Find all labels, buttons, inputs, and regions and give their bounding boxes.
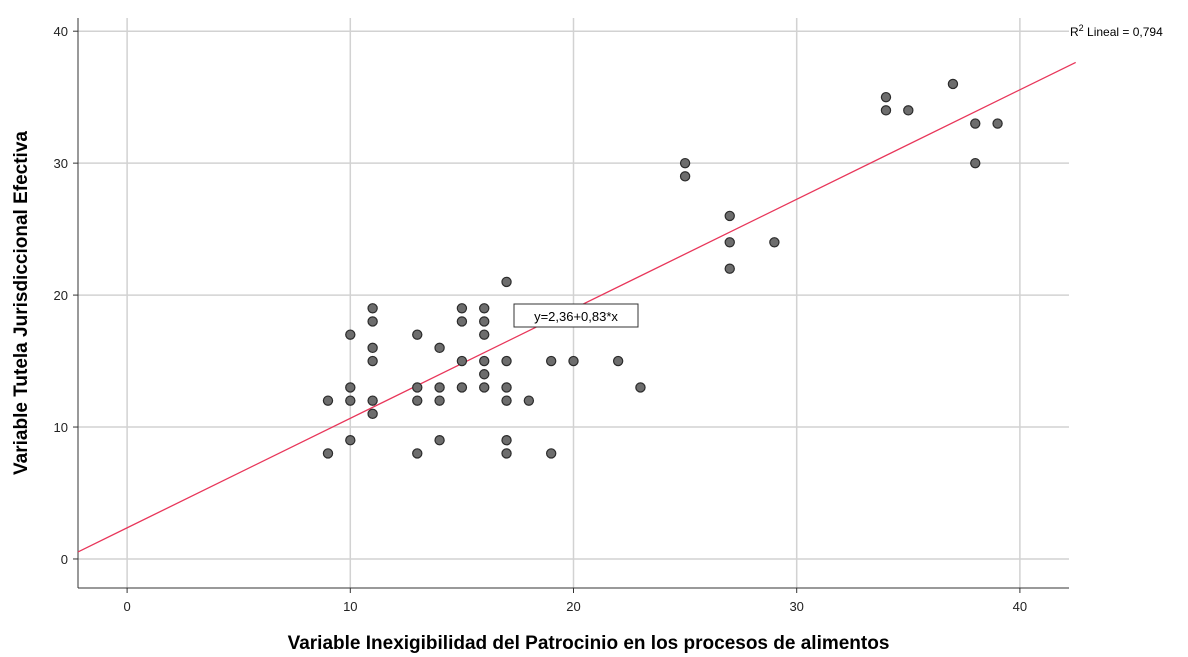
data-point — [412, 448, 423, 459]
data-point — [479, 355, 490, 367]
data-point — [479, 303, 490, 314]
data-point — [456, 355, 468, 367]
y-axis-title: Variable Tutela Jurisdiccional Efectiva — [11, 131, 32, 475]
data-point — [970, 157, 981, 169]
data-point — [367, 303, 378, 314]
data-point — [501, 355, 512, 367]
data-point — [545, 355, 557, 367]
data-point — [367, 342, 378, 354]
data-point — [345, 329, 356, 340]
data-point — [992, 118, 1003, 129]
x-tick-label: 40 — [1013, 599, 1027, 614]
equation-text: y=2,36+0,83*x — [534, 309, 618, 324]
data-point — [769, 237, 780, 248]
x-tick-label: 20 — [566, 599, 580, 614]
x-tick-label: 0 — [123, 599, 130, 614]
data-point — [322, 395, 334, 406]
data-point — [501, 395, 512, 406]
data-point — [501, 435, 512, 446]
data-point — [880, 105, 892, 116]
data-point — [345, 395, 356, 406]
data-point — [679, 171, 691, 182]
data-point — [724, 263, 735, 274]
data-point — [456, 316, 468, 327]
labels-layer: y=2,36+0,83*x R2 Lineal = 0,794 Variable I… — [11, 23, 1163, 654]
data-point — [479, 382, 490, 393]
r-squared-label: R2 Lineal = 0,794 — [1070, 23, 1163, 39]
equation-box — [513, 303, 639, 328]
x-axis-title: Variable Inexigibilidad del Patrocinio e… — [288, 633, 890, 654]
data-point — [479, 329, 490, 340]
data-point — [367, 355, 378, 367]
data-point — [903, 105, 914, 116]
data-point — [367, 408, 378, 420]
data-point — [545, 448, 557, 459]
data-point — [434, 382, 445, 393]
data-point — [456, 303, 468, 314]
data-point — [612, 355, 624, 367]
y-tick-label: 10 — [54, 420, 68, 435]
data-point — [479, 316, 490, 327]
grid — [78, 18, 1069, 588]
y-tick-label: 20 — [54, 288, 68, 303]
data-point — [345, 435, 356, 446]
data-point — [434, 395, 445, 406]
points-layer — [322, 78, 1003, 459]
data-point — [947, 78, 959, 90]
data-point — [724, 210, 735, 222]
data-point — [412, 329, 423, 340]
data-point — [412, 382, 423, 393]
data-point — [367, 316, 378, 327]
data-point — [679, 157, 691, 169]
data-point — [970, 118, 981, 129]
y-tick-label: 0 — [61, 552, 68, 567]
data-point — [434, 435, 445, 446]
y-tick-label: 40 — [54, 24, 68, 39]
x-tick-label: 10 — [343, 599, 357, 614]
y-tick-label: 30 — [54, 156, 68, 171]
x-tick-label: 30 — [789, 599, 803, 614]
data-point — [501, 382, 512, 393]
data-point — [501, 276, 512, 288]
data-point — [523, 395, 535, 406]
data-point — [412, 395, 423, 406]
axes: 0 10 20 30 40 0 10 20 30 40 — [54, 18, 1069, 614]
data-point — [322, 448, 334, 459]
data-point — [345, 382, 356, 393]
data-point — [501, 448, 512, 459]
data-point — [456, 382, 468, 393]
data-point — [635, 382, 646, 393]
data-point — [568, 355, 579, 367]
data-point — [367, 395, 378, 406]
data-point — [434, 342, 445, 354]
equation-label: y=2,36+0,83*x — [513, 303, 639, 328]
data-point — [724, 237, 735, 248]
data-point — [880, 91, 892, 103]
data-point — [479, 369, 490, 380]
